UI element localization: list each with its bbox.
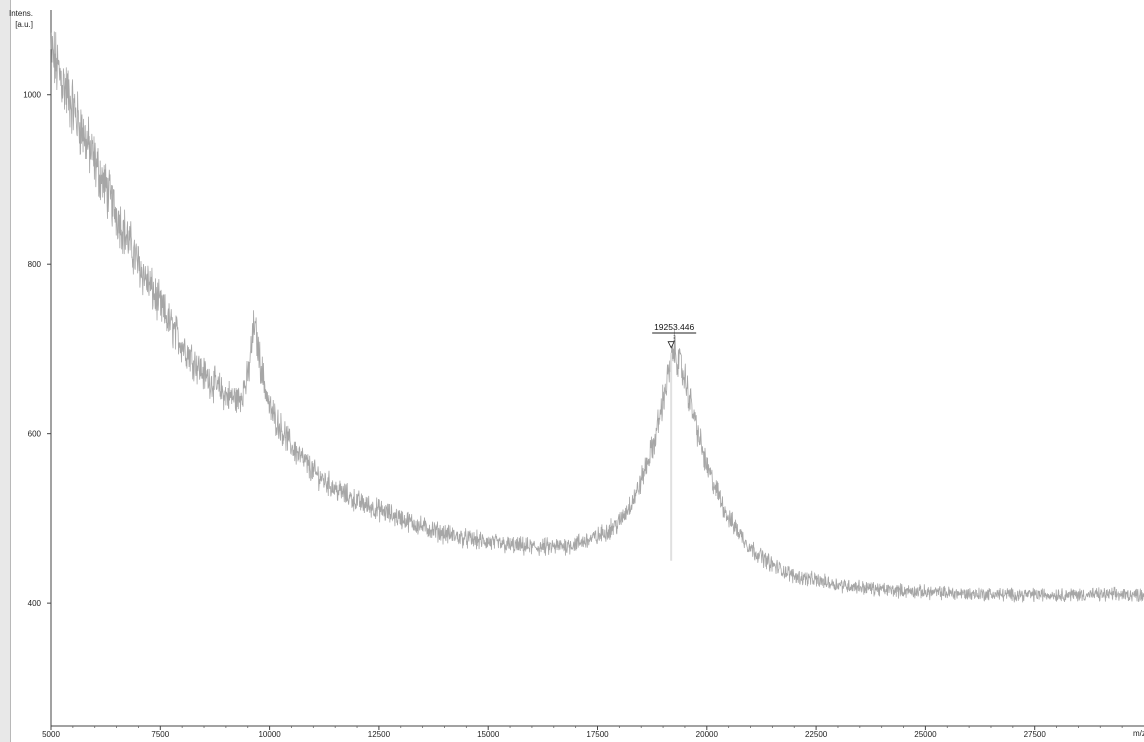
peak-triangle-icon[interactable]	[667, 341, 675, 349]
series-layer	[50, 31, 1144, 603]
y-tick-label: 800	[28, 260, 42, 269]
x-tick-label: 12500	[368, 730, 391, 739]
spectrum-series-line	[50, 31, 1144, 603]
x-axis-label: m/z	[1133, 729, 1144, 738]
peak-label[interactable]: 19253.446	[654, 322, 694, 332]
left-panel-border	[0, 0, 11, 742]
axes: 5000 7500 10000 12500 15000 17500 20000 22500 25…	[23, 10, 1144, 739]
x-tick-label: 25000	[914, 730, 937, 739]
x-tick-label: 22500	[805, 730, 828, 739]
y-tick-label: 600	[28, 430, 42, 439]
x-tick-label: 17500	[586, 730, 609, 739]
x-tick-label: 15000	[477, 730, 500, 739]
x-tick-label: 20000	[696, 730, 719, 739]
y-axis-label: Intens.	[9, 9, 33, 18]
y-tick-label: 400	[28, 599, 42, 608]
y-tick-label: 1000	[23, 91, 41, 100]
annotation-layer: 19253.446	[652, 322, 697, 561]
x-tick-label: 7500	[151, 730, 169, 739]
y-axis-unit: [a.u.]	[15, 20, 33, 29]
x-tick-label: 10000	[258, 730, 281, 739]
x-tick-label: 27500	[1024, 730, 1047, 739]
x-tick-label: 5000	[42, 730, 60, 739]
